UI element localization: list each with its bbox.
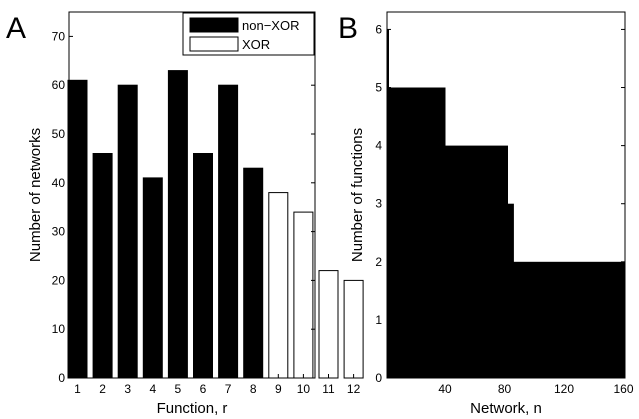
panel-b-label: B bbox=[338, 12, 358, 45]
bar-non-xor-r5 bbox=[167, 70, 188, 379]
bar-non-xor-r3 bbox=[117, 84, 138, 379]
y-tick-label: 20 bbox=[52, 273, 66, 287]
panel-a-legend: non−XOR XOR bbox=[182, 12, 315, 56]
bar-non-xor-r4 bbox=[142, 177, 163, 379]
bar-xor-r9 bbox=[268, 192, 289, 379]
x-tick-label: 5 bbox=[175, 382, 182, 396]
y-tick-label: 5 bbox=[375, 81, 382, 95]
x-tick-label: 7 bbox=[225, 382, 232, 396]
x-tick-label: 160 bbox=[613, 382, 633, 396]
y-tick-label: 3 bbox=[375, 197, 382, 211]
y-tick-label: 40 bbox=[52, 176, 66, 190]
panel-a-axes-box bbox=[68, 11, 316, 379]
legend-swatch-xor bbox=[189, 36, 239, 52]
bar-xor-r12 bbox=[343, 279, 364, 379]
legend-swatch-non-xor bbox=[189, 17, 239, 33]
x-tick-label: 10 bbox=[297, 382, 311, 396]
bar-non-xor-r1 bbox=[67, 79, 88, 379]
legend-label-xor: XOR bbox=[242, 37, 270, 52]
y-tick-label: 60 bbox=[52, 78, 66, 92]
y-tick-label: 4 bbox=[375, 139, 382, 153]
panel-b-area bbox=[387, 29, 626, 379]
panel-b-x-axis-label: Network, n bbox=[470, 400, 542, 417]
bar-non-xor-r8 bbox=[243, 167, 264, 379]
panel-a-x-ticks: 1 2 3 4 5 6 7 8 9 10 11 12 bbox=[74, 374, 361, 396]
x-tick-label: 4 bbox=[149, 382, 156, 396]
step-segment-2 bbox=[388, 87, 446, 378]
step-segment-5 bbox=[513, 261, 626, 378]
panel-a-bars bbox=[67, 70, 364, 379]
panel-b-y-axis-label: Number of functions bbox=[349, 128, 366, 262]
panel-b-y-ticks: 0 1 2 3 4 5 6 bbox=[375, 22, 625, 385]
bar-non-xor-r2 bbox=[92, 153, 113, 379]
panel-a-y-ticks: 0 10 20 30 40 50 60 70 bbox=[52, 29, 315, 385]
step-segment-3 bbox=[445, 145, 508, 378]
x-tick-label: 12 bbox=[347, 382, 361, 396]
x-tick-label: 2 bbox=[99, 382, 106, 396]
panel-a-label: A bbox=[6, 12, 26, 45]
legend-label-non-xor: non−XOR bbox=[242, 18, 299, 33]
panel-a-x-axis-label: Function, r bbox=[157, 400, 228, 417]
x-tick-label: 40 bbox=[438, 382, 452, 396]
y-tick-label: 6 bbox=[375, 22, 382, 36]
x-tick-label: 8 bbox=[250, 382, 257, 396]
panel-b-axes-box bbox=[386, 11, 626, 379]
bar-xor-r11 bbox=[318, 270, 339, 379]
bar-non-xor-r7 bbox=[218, 84, 239, 379]
x-tick-label: 9 bbox=[275, 382, 282, 396]
y-tick-label: 0 bbox=[375, 371, 382, 385]
y-tick-label: 10 bbox=[52, 322, 66, 336]
x-tick-label: 6 bbox=[200, 382, 207, 396]
bar-xor-r10 bbox=[293, 211, 314, 379]
x-tick-label: 3 bbox=[124, 382, 131, 396]
y-tick-label: 0 bbox=[58, 371, 65, 385]
x-tick-label: 11 bbox=[322, 382, 335, 396]
y-tick-label: 1 bbox=[375, 313, 382, 327]
x-tick-label: 1 bbox=[74, 382, 81, 396]
bar-non-xor-r6 bbox=[193, 153, 213, 379]
step-segment-4 bbox=[507, 203, 514, 378]
x-tick-label: 120 bbox=[554, 382, 574, 396]
panel-b-x-ticks: 40 80 120 160 bbox=[438, 374, 634, 396]
x-tick-label: 80 bbox=[498, 382, 512, 396]
y-tick-label: 70 bbox=[52, 29, 66, 43]
y-tick-label: 50 bbox=[52, 127, 66, 141]
y-tick-label: 2 bbox=[375, 255, 382, 269]
y-tick-label: 30 bbox=[52, 225, 66, 239]
panel-a-y-axis-label: Number of networks bbox=[27, 128, 44, 262]
